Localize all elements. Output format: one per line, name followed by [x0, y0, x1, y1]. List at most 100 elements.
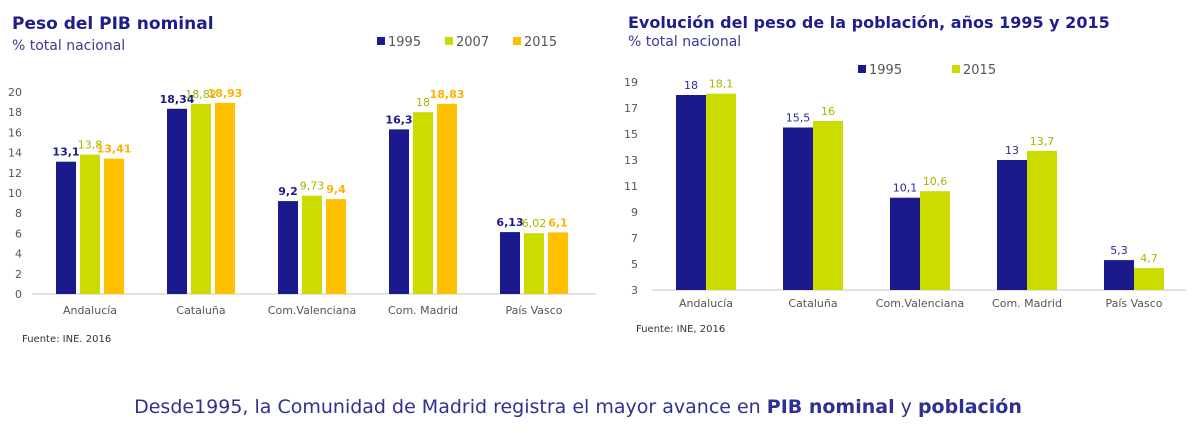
chart1-legend-swatch: [445, 37, 453, 45]
chart1-subtitle: % total nacional: [12, 38, 126, 54]
chart1-category-label: País Vasco: [505, 304, 562, 317]
chart1-bar-2015: [437, 103, 457, 294]
chart1-legend-label: 1995: [388, 35, 421, 50]
chart1-title: Peso del PIB nominal: [12, 14, 214, 34]
chart2-data-label: 18,1: [709, 78, 734, 91]
chart2-y-tick: 3: [631, 284, 638, 297]
chart2-y-tick: 7: [631, 232, 638, 245]
chart2-data-label: 5,3: [1110, 244, 1128, 257]
chart1-y-tick: 12: [8, 167, 22, 180]
chart2-legend-label: 2015: [963, 63, 996, 78]
chart2-bar-2015: [706, 93, 736, 290]
chart2-subtitle: % total nacional: [628, 34, 742, 50]
chart2-bar-1995: [783, 127, 813, 290]
chart2-bar-2015: [1027, 150, 1057, 290]
chart1-data-label: 13,8: [78, 139, 103, 152]
chart2-data-label: 10,1: [893, 182, 918, 195]
chart1-data-label: 6,1: [548, 216, 568, 229]
chart2-data-label: 15,5: [786, 112, 811, 125]
chart1-bar-2015: [215, 102, 235, 294]
chart2-y-tick: 19: [624, 76, 638, 89]
chart1-bar-1995: [389, 129, 409, 294]
footer-bold-pib: PIB nominal: [766, 396, 895, 418]
chart2-bar-1995: [1104, 260, 1134, 290]
chart1-y-tick: 14: [8, 147, 22, 160]
chart1-data-label: 9,73: [300, 180, 325, 193]
chart2-y-tick: 15: [624, 128, 638, 141]
chart1-bar-2007: [524, 233, 544, 294]
chart2-y-tick: 13: [624, 154, 638, 167]
chart2-data-label: 13: [1005, 144, 1019, 157]
footer-bold-poblacion: población: [917, 396, 1022, 418]
chart2-category-label: País Vasco: [1105, 297, 1162, 310]
chart1-legend-label: 2007: [456, 35, 489, 50]
chart1-data-label: 16,3: [385, 113, 412, 126]
chart1-y-tick: 0: [15, 288, 22, 301]
chart2-y-tick: 9: [631, 206, 638, 219]
chart2-bar-1995: [997, 160, 1027, 290]
chart1-bar-1995: [500, 232, 520, 294]
chart2-legend-swatch: [858, 65, 866, 73]
chart1-y-tick: 6: [15, 227, 22, 240]
chart1-y-tick: 10: [8, 187, 22, 200]
chart1-legend-swatch: [377, 37, 385, 45]
chart1-legend-label: 2015: [524, 35, 557, 50]
chart1-category-label: Com. Madrid: [388, 304, 458, 317]
chart1-y-tick: 4: [15, 248, 22, 261]
footer-text: Desde1995, la Comunidad de Madrid regist…: [134, 396, 767, 418]
chart1-bar-2007: [413, 112, 433, 294]
chart1-data-label: 9,4: [326, 183, 346, 196]
chart2-category-label: Com.Valenciana: [876, 297, 964, 310]
footer-text-and: y: [894, 396, 918, 418]
chart1-y-tick: 16: [8, 126, 22, 139]
chart2-category-label: Cataluña: [788, 297, 837, 310]
chart1-bar-1995: [56, 161, 76, 294]
chart2-data-label: 16: [821, 105, 835, 118]
chart1-data-label: 18,82: [185, 88, 217, 101]
chart2-data-label: 13,7: [1030, 135, 1055, 148]
chart1-data-label: 13,41: [97, 143, 132, 156]
chart2-data-label: 4,7: [1140, 252, 1158, 265]
chart1-category-label: Andalucía: [63, 304, 117, 317]
chart2-data-label: 18: [684, 79, 698, 92]
chart1-y-tick: 20: [8, 86, 22, 99]
footer-statement: Desde1995, la Comunidad de Madrid regist…: [0, 396, 1156, 418]
chart1-bar-2015: [104, 158, 124, 294]
chart1-bar-1995: [278, 201, 298, 294]
chart1-data-label: 18,93: [208, 87, 243, 100]
chart1-bar-2015: [548, 232, 568, 294]
chart2-category-label: Andalucía: [679, 297, 733, 310]
chart1-bar-2015: [326, 199, 346, 294]
chart2-bar-2015: [920, 191, 950, 290]
chart1-bar-2007: [191, 103, 211, 294]
chart1-data-label: 6,02: [522, 217, 547, 230]
chart1-data-label: 9,2: [278, 185, 298, 198]
chart2-title: Evolución del peso de la población, años…: [628, 13, 1110, 32]
chart1-bar-2007: [302, 195, 322, 294]
chart2-bar-1995: [890, 197, 920, 290]
chart2-bar-2015: [1134, 267, 1164, 290]
chart2-source: Fuente: INE, 2016: [636, 324, 726, 335]
chart2-bar-1995: [676, 95, 706, 290]
chart2-y-tick: 17: [624, 102, 638, 115]
chart1-data-label: 18: [416, 96, 430, 109]
chart2-legend-label: 1995: [869, 63, 902, 78]
chart2-bar-2015: [813, 121, 843, 290]
chart1-y-tick: 2: [15, 268, 22, 281]
chart1-category-label: Cataluña: [176, 304, 225, 317]
chart1-data-label: 6,13: [496, 216, 523, 229]
chart1-y-tick: 18: [8, 106, 22, 119]
chart2-category-label: Com. Madrid: [992, 297, 1062, 310]
chart1-source: Fuente: INE. 2016: [22, 334, 112, 345]
chart1-legend-swatch: [513, 37, 521, 45]
chart1-data-label: 18,83: [430, 88, 465, 101]
chart1-category-label: Com.Valenciana: [268, 304, 356, 317]
chart1-y-tick: 8: [15, 207, 22, 220]
chart2-data-label: 10,6: [923, 175, 948, 188]
chart1-data-label: 13,1: [52, 146, 79, 159]
chart2-legend-swatch: [952, 65, 960, 73]
chart2-y-tick: 5: [631, 258, 638, 271]
chart1-bar-2007: [80, 154, 100, 294]
chart1-data-label: 18,34: [160, 93, 195, 106]
charts-canvas: 0 2 4 6 8 10 12 14 16 18 20 Andalucía 13,113,813,41 C…: [8, 35, 1186, 317]
